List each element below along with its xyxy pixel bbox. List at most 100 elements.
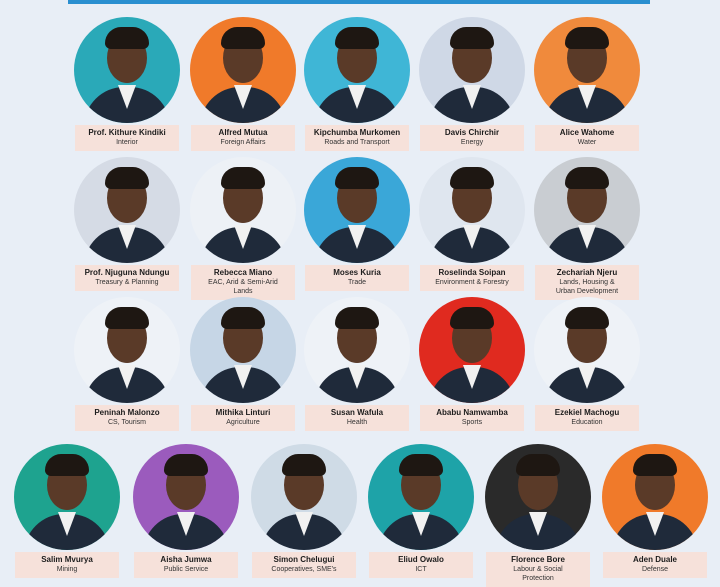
- portrait-hair: [282, 454, 326, 476]
- member-name: Peninah Malonzo: [94, 408, 160, 417]
- portrait-hair: [335, 307, 379, 329]
- member-name: Florence Bore: [511, 555, 565, 564]
- portrait: [14, 444, 120, 550]
- label-box: Moses Kuria Trade: [305, 265, 409, 291]
- portrait: [190, 297, 296, 403]
- portrait: [368, 444, 474, 550]
- portrait: [419, 157, 525, 263]
- label-box: Mithika Linturi Agriculture: [191, 405, 295, 431]
- portrait: [133, 444, 239, 550]
- portrait: [190, 157, 296, 263]
- member-role: Interior: [116, 139, 138, 146]
- member-role: Trade: [347, 279, 367, 286]
- member-role: Lands, Housing & Urban Development: [555, 279, 619, 295]
- member-role: Education: [571, 419, 603, 426]
- label-box: Zechariah Njeru Lands, Housing & Urban De…: [535, 265, 639, 300]
- member-name: Aden Duale: [632, 555, 677, 564]
- portrait: [304, 17, 410, 123]
- member-role: Foreign Affairs: [220, 139, 266, 146]
- portrait: [304, 157, 410, 263]
- member-name: Simon Chelugui: [273, 555, 335, 564]
- portrait-hair: [450, 27, 494, 49]
- member-name: Davis Chirchir: [444, 128, 500, 137]
- label-box: Rebecca Miano EAC, Arid & Semi-Arid Lands: [191, 265, 295, 300]
- label-box: Simon Chelugui Cooperatives, SME's: [252, 552, 356, 578]
- label-box: Susan Wafula Health: [305, 405, 409, 431]
- portrait-hair: [565, 307, 609, 329]
- label-box: Alfred Mutua Foreign Affairs: [191, 125, 295, 151]
- label-box: Florence Bore Labour & Social Protection: [486, 552, 590, 587]
- label-box: Alice Wahome Water: [535, 125, 639, 151]
- member-name: Moses Kuria: [333, 268, 381, 277]
- portrait: [534, 157, 640, 263]
- member-role: Water: [577, 139, 597, 146]
- portrait-hair: [221, 27, 265, 49]
- member-name: Mithika Linturi: [215, 408, 271, 417]
- member-role: Health: [346, 419, 368, 426]
- label-box: Prof. Kithure Kindiki Interior: [75, 125, 179, 151]
- portrait: [74, 297, 180, 403]
- member-role: Public Service: [163, 566, 209, 573]
- label-box: Ababu Namwamba Sports: [420, 405, 524, 431]
- member-name: Aisha Jumwa: [160, 555, 212, 564]
- portrait: [534, 297, 640, 403]
- member-role: Environment & Forestry: [435, 279, 509, 286]
- portrait: [251, 444, 357, 550]
- member-role: Agriculture: [226, 419, 260, 426]
- member-role: CS, Tourism: [108, 419, 146, 426]
- member-role: Defense: [641, 566, 669, 573]
- portrait-hair: [105, 307, 149, 329]
- label-box: Ezekiel Machogu Education: [535, 405, 639, 431]
- member-name: Prof. Njuguna Ndungu: [84, 268, 170, 277]
- member-role: Sports: [461, 419, 483, 426]
- portrait-hair: [105, 27, 149, 49]
- label-box: Aden Duale Defense: [603, 552, 707, 578]
- member-name: Rebecca Miano: [213, 268, 273, 277]
- portrait-hair: [221, 167, 265, 189]
- portrait-hair: [105, 167, 149, 189]
- portrait-hair: [450, 167, 494, 189]
- member-role: EAC, Arid & Semi-Arid Lands: [208, 279, 278, 295]
- member-name: Eliud Owalo: [398, 555, 444, 564]
- portrait-hair: [164, 454, 208, 476]
- member-role: Mining: [56, 566, 78, 573]
- label-box: Davis Chirchir Energy: [420, 125, 524, 151]
- portrait-hair: [450, 307, 494, 329]
- label-box: Kipchumba Murkomen Roads and Transport: [305, 125, 409, 151]
- member-name: Susan Wafula: [330, 408, 384, 417]
- member-name: Prof. Kithure Kindiki: [88, 128, 166, 137]
- portrait-hair: [45, 454, 89, 476]
- portrait-hair: [633, 454, 677, 476]
- label-box: Aisha Jumwa Public Service: [134, 552, 238, 578]
- member-name: Alfred Mutua: [218, 128, 268, 137]
- portrait: [419, 17, 525, 123]
- portrait: [304, 297, 410, 403]
- portrait-hair: [565, 27, 609, 49]
- portrait: [602, 444, 708, 550]
- member-role: Labour & Social Protection: [513, 566, 563, 582]
- portrait-hair: [335, 167, 379, 189]
- member-name: Salim Mvurya: [41, 555, 93, 564]
- portrait-hair: [221, 307, 265, 329]
- member-role: Cooperatives, SME's: [271, 566, 337, 573]
- portrait-hair: [335, 27, 379, 49]
- label-box: Roselinda Soipan Environment & Forestry: [420, 265, 524, 291]
- label-box: Peninah Malonzo CS, Tourism: [75, 405, 179, 431]
- label-box: Prof. Njuguna Ndungu Treasury & Planning: [75, 265, 179, 291]
- member-name: Kipchumba Murkomen: [313, 128, 401, 137]
- member-name: Zechariah Njeru: [556, 268, 618, 277]
- portrait-hair: [565, 167, 609, 189]
- label-box: Salim Mvurya Mining: [15, 552, 119, 578]
- member-role: Treasury & Planning: [95, 279, 159, 286]
- portrait: [190, 17, 296, 123]
- portrait-hair: [516, 454, 560, 476]
- member-role: Roads and Transport: [324, 139, 390, 146]
- member-name: Ezekiel Machogu: [554, 408, 620, 417]
- label-box: Eliud Owalo ICT: [369, 552, 473, 578]
- member-role: Energy: [460, 139, 484, 146]
- top-bar: [68, 0, 650, 4]
- member-role: ICT: [415, 566, 427, 573]
- portrait: [534, 17, 640, 123]
- portrait: [74, 17, 180, 123]
